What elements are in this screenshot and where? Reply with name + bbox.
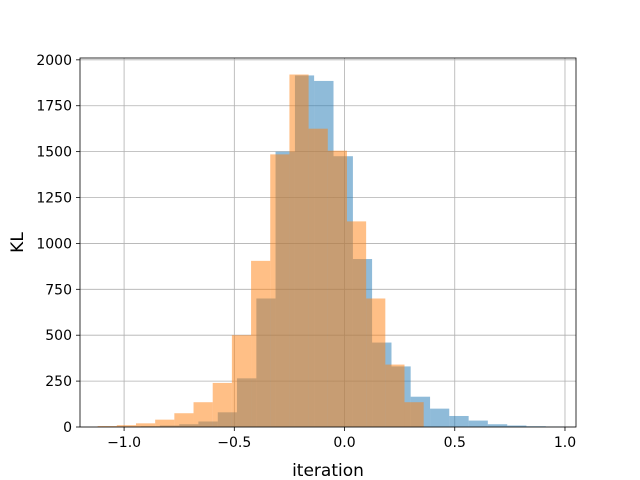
histogram-bar xyxy=(193,402,213,427)
histogram-bar xyxy=(507,425,527,427)
histogram-bar xyxy=(327,150,347,427)
x-tick-label: −1.0 xyxy=(107,435,141,451)
y-tick-label: 250 xyxy=(45,374,72,390)
y-axis-label: KL xyxy=(8,232,28,253)
y-tick-label: 1000 xyxy=(36,236,72,252)
histogram-bar xyxy=(308,128,328,427)
histogram-bar xyxy=(385,364,405,427)
y-axis-ticks: 0 250 500 750 1000 1250 1500 1750 2000 xyxy=(36,53,80,436)
histogram-bar xyxy=(487,424,508,427)
histogram-bar xyxy=(116,425,136,427)
histogram-bar xyxy=(251,260,271,427)
y-tick-label: 1750 xyxy=(36,99,72,115)
x-tick-label: 0.5 xyxy=(444,435,466,451)
histogram-bar xyxy=(468,420,488,427)
y-tick-label: 0 xyxy=(63,420,72,436)
plot-area-frame xyxy=(79,57,577,428)
x-axis-ticks: −1.0 −0.5 0.0 0.5 1.0 xyxy=(107,427,576,451)
x-tick-label: 0.0 xyxy=(333,435,355,451)
histogram-bar xyxy=(404,402,424,427)
x-axis-label: iteration xyxy=(292,461,364,480)
histogram-series-2 xyxy=(97,74,424,427)
x-tick-label: −0.5 xyxy=(217,435,251,451)
y-tick-label: 500 xyxy=(45,328,72,344)
histogram-bar xyxy=(97,426,117,427)
y-tick-label: 2000 xyxy=(36,53,72,69)
histogram-bar xyxy=(449,415,469,427)
y-tick-label: 750 xyxy=(45,282,72,298)
histogram-bar xyxy=(135,423,156,427)
histogram-bars xyxy=(97,74,565,428)
histogram-bar xyxy=(231,335,252,427)
histogram-bar xyxy=(270,154,290,427)
histogram-bar xyxy=(174,413,194,427)
histogram-bar xyxy=(212,382,232,427)
histogram-bar xyxy=(346,221,367,427)
histogram-bar xyxy=(430,408,450,427)
x-tick-label: 1.0 xyxy=(554,435,576,451)
histogram-bar xyxy=(289,74,309,427)
y-tick-label: 1250 xyxy=(36,191,72,207)
histogram-bar xyxy=(155,419,175,427)
histogram-bar xyxy=(366,298,386,427)
y-tick-label: 1500 xyxy=(36,145,72,161)
